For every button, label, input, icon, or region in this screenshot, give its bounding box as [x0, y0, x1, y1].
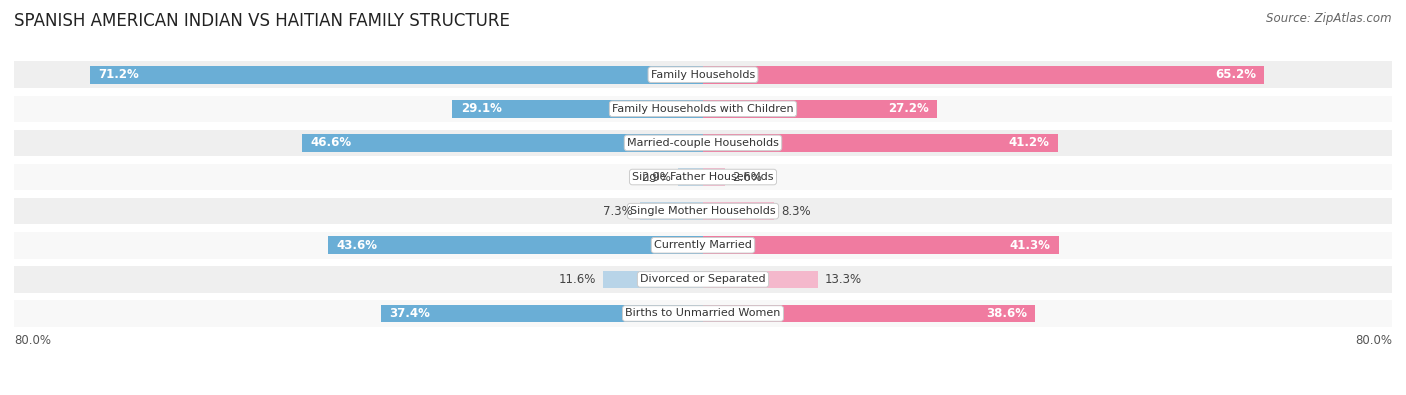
Text: 43.6%: 43.6%	[336, 239, 377, 252]
Bar	[703, 66, 1264, 84]
Text: 41.3%: 41.3%	[1010, 239, 1050, 252]
Text: 27.2%: 27.2%	[887, 102, 928, 115]
Text: 13.3%: 13.3%	[824, 273, 862, 286]
Bar	[14, 266, 1392, 293]
Text: 46.6%: 46.6%	[311, 136, 352, 149]
Bar	[603, 271, 703, 288]
Bar	[703, 305, 1035, 322]
Bar	[90, 66, 703, 84]
Text: 11.6%: 11.6%	[558, 273, 596, 286]
Text: Currently Married: Currently Married	[654, 240, 752, 250]
Text: Divorced or Separated: Divorced or Separated	[640, 275, 766, 284]
Text: Family Households with Children: Family Households with Children	[612, 104, 794, 114]
Bar	[703, 271, 817, 288]
Bar	[703, 236, 1059, 254]
Text: SPANISH AMERICAN INDIAN VS HAITIAN FAMILY STRUCTURE: SPANISH AMERICAN INDIAN VS HAITIAN FAMIL…	[14, 12, 510, 30]
Text: 8.3%: 8.3%	[782, 205, 811, 218]
Text: Family Households: Family Households	[651, 70, 755, 80]
Bar	[14, 198, 1392, 224]
Bar	[640, 202, 703, 220]
Bar	[703, 168, 725, 186]
Bar	[14, 232, 1392, 259]
Bar	[14, 61, 1392, 88]
Bar	[14, 130, 1392, 156]
Text: 71.2%: 71.2%	[98, 68, 139, 81]
Text: 65.2%: 65.2%	[1215, 68, 1256, 81]
Text: 38.6%: 38.6%	[986, 307, 1026, 320]
Bar	[678, 168, 703, 186]
Bar	[328, 236, 703, 254]
Text: Single Mother Households: Single Mother Households	[630, 206, 776, 216]
Bar	[703, 100, 938, 118]
Text: 7.3%: 7.3%	[603, 205, 633, 218]
Text: 80.0%: 80.0%	[14, 334, 51, 347]
Bar	[14, 96, 1392, 122]
Text: 80.0%: 80.0%	[1355, 334, 1392, 347]
Text: 2.6%: 2.6%	[733, 171, 762, 184]
Text: 29.1%: 29.1%	[461, 102, 502, 115]
Bar	[302, 134, 703, 152]
Bar	[381, 305, 703, 322]
Bar	[453, 100, 703, 118]
Bar	[703, 134, 1057, 152]
Bar	[14, 164, 1392, 190]
Text: Single Father Households: Single Father Households	[633, 172, 773, 182]
Bar	[703, 202, 775, 220]
Text: 2.9%: 2.9%	[641, 171, 671, 184]
Text: Source: ZipAtlas.com: Source: ZipAtlas.com	[1267, 12, 1392, 25]
Text: Married-couple Households: Married-couple Households	[627, 138, 779, 148]
Text: Births to Unmarried Women: Births to Unmarried Women	[626, 308, 780, 318]
Bar	[14, 300, 1392, 327]
Text: 37.4%: 37.4%	[389, 307, 430, 320]
Text: 41.2%: 41.2%	[1008, 136, 1049, 149]
